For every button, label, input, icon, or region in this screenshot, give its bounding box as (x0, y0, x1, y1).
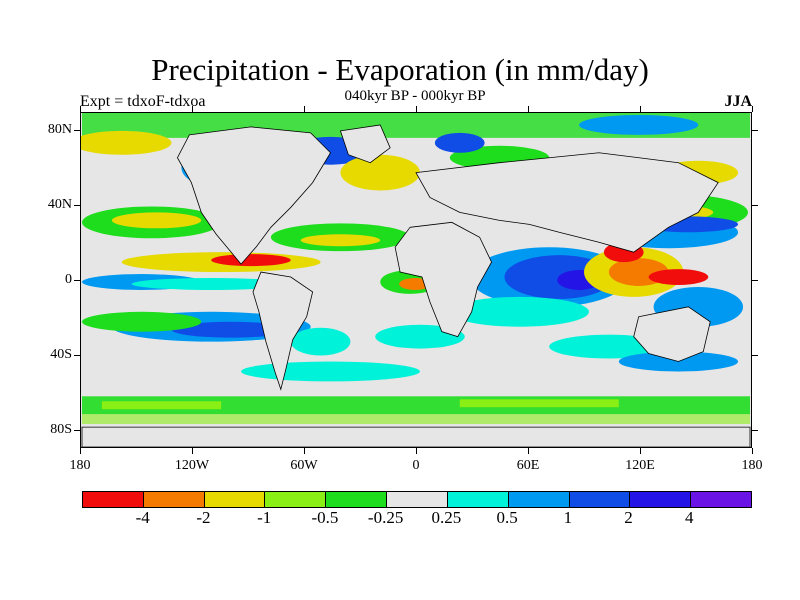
axis-tick (304, 448, 305, 454)
x-axis-label-60e: 60E (516, 458, 540, 473)
colorbar-box (83, 492, 144, 507)
colorbar-box (387, 492, 448, 507)
axis-tick (74, 130, 80, 131)
axis-tick (752, 106, 753, 112)
axis-tick (640, 106, 641, 112)
axis-tick (74, 205, 80, 206)
season-label: JJA (724, 93, 752, 110)
colorbar-label: 0.25 (431, 508, 462, 527)
colorbar-box (630, 492, 692, 507)
x-axis-label-120e: 120E (625, 458, 655, 473)
axis-tick (74, 355, 80, 356)
colorbar-box (569, 492, 631, 507)
map-field-svg (81, 113, 751, 447)
colorbar-label: 0.5 (496, 508, 518, 527)
axis-tick (416, 106, 417, 112)
y-axis-label-40n: 40N (47, 197, 72, 212)
y-axis-label-40s: 40S (50, 347, 72, 362)
colorbar-label: 4 (685, 508, 694, 527)
x-axis-label-0: 0 (412, 458, 420, 473)
axis-tick (192, 448, 193, 454)
colorbar (82, 491, 752, 508)
y-axis-label-80s: 80S (50, 422, 72, 437)
colorbar-box (508, 492, 570, 507)
x-axis-label-60w: 60W (290, 458, 318, 473)
y-axis-label-0: 0 (65, 272, 72, 287)
colorbar-box (326, 492, 388, 507)
x-axis-label-120w: 120W (174, 458, 210, 473)
axis-tick (752, 130, 758, 131)
axis-tick (80, 106, 81, 112)
colorbar-box (265, 492, 327, 507)
axis-tick (752, 430, 758, 431)
experiment-label: Expt = tdxoF-tdxoa (80, 93, 206, 110)
axis-tick (640, 448, 641, 454)
colorbar-label: -1 (257, 508, 272, 527)
y-axis-label-80n: 80N (47, 122, 72, 137)
colorbar-label: -0.25 (367, 508, 404, 527)
axis-tick (192, 106, 193, 112)
colorbar-box (447, 492, 509, 507)
precipitation-evaporation-map (80, 112, 752, 448)
colorbar-label: 2 (624, 508, 633, 527)
axis-tick (74, 430, 80, 431)
colorbar-label: -2 (196, 508, 211, 527)
axis-tick (752, 205, 758, 206)
colorbar-label: -4 (135, 508, 150, 527)
colorbar-label: -0.5 (311, 508, 339, 527)
axis-tick (80, 448, 81, 454)
axis-tick (416, 448, 417, 454)
axis-tick (528, 106, 529, 112)
axis-tick (752, 280, 758, 281)
axis-tick (752, 355, 758, 356)
map-subtitle: 040kyr BP - 000kyr BP (344, 88, 486, 104)
axis-tick (528, 448, 529, 454)
axis-tick (304, 106, 305, 112)
map-title: Precipitation - Evaporation (in mm/day) (151, 52, 649, 87)
colorbar-label: 1 (563, 508, 573, 527)
axis-tick (74, 280, 80, 281)
coastline-layer (81, 124, 751, 447)
x-axis-label-180w: 180 (69, 458, 91, 473)
x-axis-label-180e: 180 (741, 458, 763, 473)
axis-tick (752, 448, 753, 454)
colorbar-box (691, 492, 751, 507)
colorbar-box (204, 492, 266, 507)
colorbar-box (143, 492, 205, 507)
